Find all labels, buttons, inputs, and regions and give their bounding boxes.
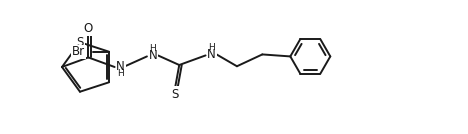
Text: S: S [172, 88, 179, 100]
Text: H: H [150, 44, 156, 53]
Text: H: H [208, 43, 215, 52]
Text: N: N [116, 59, 125, 72]
Text: O: O [84, 22, 93, 35]
Text: S: S [76, 36, 84, 49]
Text: N: N [207, 48, 216, 61]
Text: H: H [117, 68, 124, 77]
Text: Br: Br [72, 45, 85, 58]
Text: N: N [148, 49, 157, 62]
